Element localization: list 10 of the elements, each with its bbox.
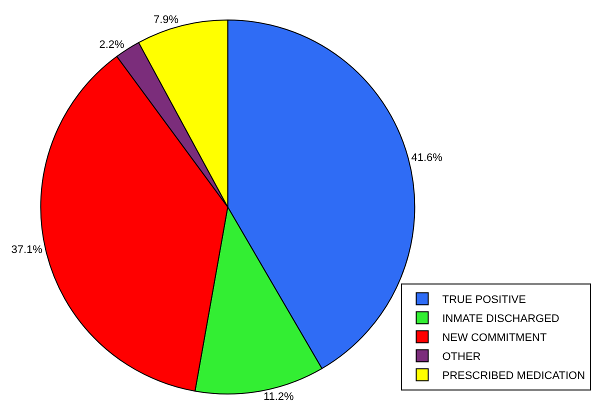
data-label: 37.1% — [11, 244, 43, 256]
data-label: 2.2% — [99, 38, 125, 51]
legend-label: PRESCRIBED MEDICATION — [442, 370, 586, 382]
legend-label: NEW COMMITMENT — [442, 332, 547, 344]
data-label: 11.2% — [263, 390, 294, 403]
legend-label: INMATE DISCHARGED — [442, 313, 560, 326]
data-label: 7.9% — [153, 14, 179, 26]
legend-label: OTHER — [442, 351, 481, 364]
data-label: 41.6% — [411, 152, 443, 164]
legend-label: TRUE POSITIVE — [442, 294, 526, 306]
